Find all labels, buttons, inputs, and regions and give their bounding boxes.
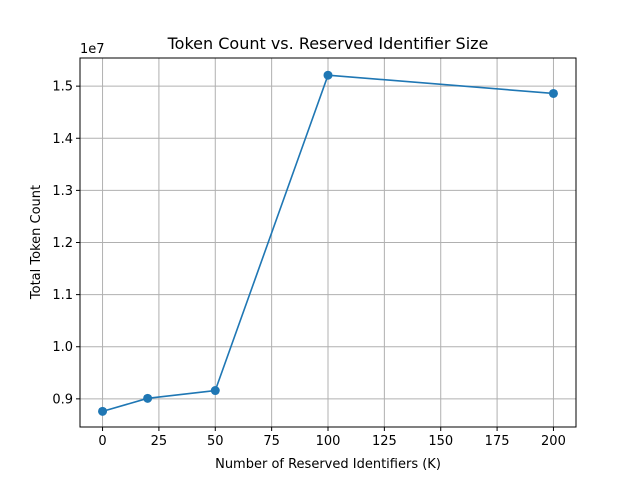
x-tick-label: 50: [207, 434, 224, 449]
x-tick-label: 100: [316, 434, 341, 449]
y-axis-offset-label: 1e7: [80, 42, 105, 57]
data-point-marker: [210, 386, 220, 396]
y-tick-label: 1.2: [52, 236, 73, 251]
axis-ticks: 0 25 50 75 100 125 150 175 200 0.9 1.0 1.1 1.2 1.3 1.4…: [52, 80, 566, 449]
x-tick-label: 75: [263, 434, 280, 449]
x-tick-label: 125: [372, 434, 397, 449]
y-tick-label: 1.1: [52, 288, 73, 303]
x-tick-label: 150: [428, 434, 453, 449]
y-tick-label: 1.0: [52, 340, 73, 355]
y-axis-label: Total Token Count: [29, 185, 44, 300]
x-axis-label: Number of Reserved Identifiers (K): [215, 457, 441, 472]
y-tick-label: 1.5: [52, 80, 73, 95]
data-point-marker: [548, 88, 558, 98]
x-tick-label: 200: [541, 434, 566, 449]
series-layer: [98, 70, 558, 416]
x-tick-label: 25: [151, 434, 168, 449]
y-tick-label: 1.3: [52, 184, 73, 199]
y-tick-label: 1.4: [52, 132, 73, 147]
grid-lines: [80, 58, 576, 427]
chart-title: Token Count vs. Reserved Identifier Size: [167, 34, 489, 53]
data-point-marker: [98, 406, 108, 416]
x-tick-label: 0: [98, 434, 106, 449]
x-tick-label: 175: [485, 434, 510, 449]
data-point-marker: [323, 70, 333, 80]
y-tick-label: 0.9: [52, 392, 73, 407]
data-point-marker: [143, 393, 153, 403]
